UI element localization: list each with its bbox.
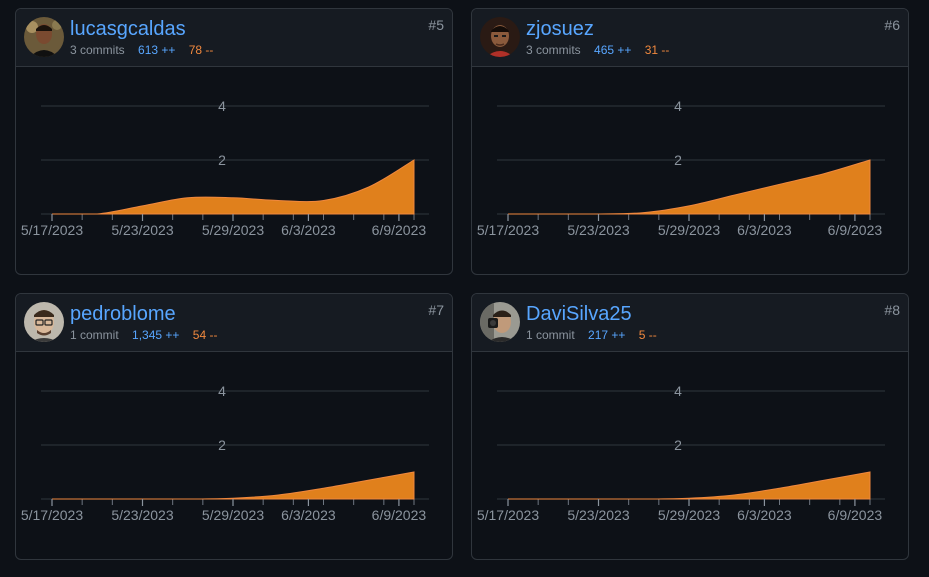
contributor-username[interactable]: DaviSilva25	[526, 303, 632, 325]
card-header: zjosuez 3 commits 465 ++ 31 -- #6	[472, 9, 908, 67]
contribution-area	[52, 159, 415, 215]
x-tick-label: 5/23/2023	[567, 507, 629, 523]
deletions-count: 31 --	[644, 43, 670, 57]
x-tick-label: 6/3/2023	[737, 222, 792, 238]
contributor-card: zjosuez 3 commits 465 ++ 31 -- #6 2 4 5/17…	[471, 8, 909, 275]
contributor-stats: 1 commit 217 ++ 5 --	[526, 328, 657, 342]
x-tick-label: 5/23/2023	[111, 222, 173, 238]
additions-count: 1,345 ++	[132, 328, 180, 342]
contribution-chart: 2 4 5/17/2023 5/23/2023 5/29/2023 6/3/2023 6/9…	[21, 98, 429, 238]
x-tick-label: 6/9/2023	[828, 507, 883, 523]
y-tick-label: 2	[674, 437, 682, 453]
contributor-username[interactable]: lucasgcaldas	[70, 18, 186, 40]
x-tick-label: 5/29/2023	[202, 222, 264, 238]
contributor-username[interactable]: zjosuez	[526, 18, 594, 40]
contributor-rank: #5	[428, 17, 444, 33]
x-tick-label: 5/17/2023	[477, 507, 539, 523]
x-tick-label: 6/9/2023	[372, 507, 427, 523]
contributor-card: lucasgcaldas 3 commits 613 ++ 78 -- #5 2…	[15, 8, 453, 275]
x-tick-label: 6/9/2023	[828, 222, 883, 238]
user-avatar-icon[interactable]	[24, 302, 64, 342]
contribution-chart: 2 4 5/17/2023 5/23/2023 5/29/2023 6/3/2023 6/9…	[21, 383, 429, 523]
y-tick-label: 2	[218, 437, 226, 453]
y-tick-label: 4	[674, 383, 682, 399]
x-tick-label: 6/9/2023	[372, 222, 427, 238]
contributor-username[interactable]: pedroblome	[70, 303, 176, 325]
commits-link[interactable]: 1 commit	[526, 328, 575, 342]
x-tick-label: 5/23/2023	[567, 222, 629, 238]
user-avatar-icon[interactable]	[24, 17, 64, 57]
x-tick-label: 6/3/2023	[281, 507, 336, 523]
commits-link[interactable]: 3 commits	[526, 43, 581, 57]
x-tick-label: 5/17/2023	[21, 507, 83, 523]
commits-link[interactable]: 3 commits	[70, 43, 125, 57]
contributor-rank: #8	[884, 302, 900, 318]
y-tick-label: 2	[674, 152, 682, 168]
contributor-stats: 3 commits 465 ++ 31 --	[526, 43, 669, 57]
additions-count: 217 ++	[588, 328, 626, 342]
additions-count: 465 ++	[594, 43, 632, 57]
x-tick-label: 5/17/2023	[21, 222, 83, 238]
contributor-card: DaviSilva25 1 commit 217 ++ 5 -- #8 2 4 5/…	[471, 293, 909, 560]
x-tick-label: 5/29/2023	[658, 222, 720, 238]
contributor-stats: 1 commit 1,345 ++ 54 --	[70, 328, 217, 342]
card-header: DaviSilva25 1 commit 217 ++ 5 -- #8	[472, 294, 908, 352]
contributor-rank: #6	[884, 17, 900, 33]
contributor-rank: #7	[428, 302, 444, 318]
user-avatar-icon[interactable]	[480, 302, 520, 342]
additions-count: 613 ++	[138, 43, 176, 57]
card-header: pedroblome 1 commit 1,345 ++ 54 -- #7	[16, 294, 452, 352]
y-tick-label: 4	[674, 98, 682, 114]
x-tick-label: 6/3/2023	[737, 507, 792, 523]
user-avatar-icon[interactable]	[480, 17, 520, 57]
x-tick-label: 5/29/2023	[658, 507, 720, 523]
x-tick-label: 5/17/2023	[477, 222, 539, 238]
y-tick-label: 4	[218, 98, 226, 114]
contributor-card: pedroblome 1 commit 1,345 ++ 54 -- #7 2 4…	[15, 293, 453, 560]
card-header: lucasgcaldas 3 commits 613 ++ 78 -- #5	[16, 9, 452, 67]
deletions-count: 54 --	[192, 328, 218, 342]
contribution-area	[508, 471, 871, 500]
x-tick-label: 5/29/2023	[202, 507, 264, 523]
commits-link[interactable]: 1 commit	[70, 328, 119, 342]
y-tick-label: 2	[218, 152, 226, 168]
contribution-chart: 2 4 5/17/2023 5/23/2023 5/29/2023 6/3/2023 6/9…	[477, 98, 885, 238]
contribution-area	[508, 159, 871, 215]
deletions-count: 5 --	[638, 328, 657, 342]
x-tick-label: 6/3/2023	[281, 222, 336, 238]
contribution-area	[52, 471, 415, 500]
contribution-chart: 2 4 5/17/2023 5/23/2023 5/29/2023 6/3/2023 6/9…	[477, 383, 885, 523]
x-tick-label: 5/23/2023	[111, 507, 173, 523]
deletions-count: 78 --	[188, 43, 214, 57]
y-tick-label: 4	[218, 383, 226, 399]
contributor-stats: 3 commits 613 ++ 78 --	[70, 43, 213, 57]
